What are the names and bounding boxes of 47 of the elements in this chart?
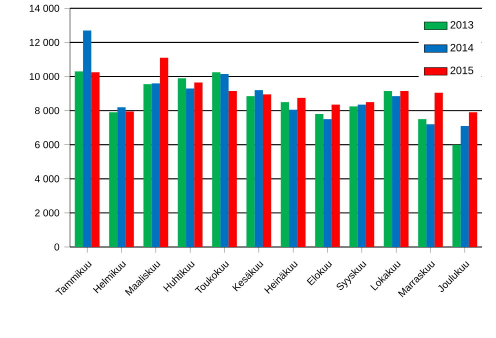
bar <box>91 72 100 247</box>
bar <box>117 107 126 247</box>
bar <box>434 92 443 247</box>
bar <box>366 102 374 247</box>
bar <box>126 111 134 247</box>
y-tick-label: 6 000 <box>35 141 60 148</box>
bar <box>109 112 118 247</box>
bar <box>143 84 152 247</box>
bar <box>262 94 272 247</box>
bar <box>384 91 392 247</box>
y-tick-label: 2 000 <box>35 209 60 216</box>
bar <box>280 102 290 247</box>
legend-label: 2015 <box>450 66 474 74</box>
bar <box>228 91 237 247</box>
bar <box>460 126 469 247</box>
bar <box>323 119 332 247</box>
bar <box>160 58 168 247</box>
bar <box>349 106 358 247</box>
legend-label: 2014 <box>450 44 474 52</box>
bar <box>246 96 255 247</box>
y-tick-label: 8 000 <box>35 107 60 114</box>
y-tick-label: 4 000 <box>34 175 60 182</box>
bar <box>426 124 435 247</box>
y-tick-label: 12 000 <box>30 38 60 46</box>
bar <box>392 96 400 247</box>
bar <box>83 30 92 247</box>
bar <box>332 104 340 247</box>
bar <box>418 119 426 247</box>
bar <box>186 88 194 247</box>
bar <box>452 144 461 247</box>
bar <box>254 90 263 247</box>
bar <box>400 91 409 247</box>
y-tick-label: 10 000 <box>30 72 60 80</box>
y-tick-label: 0 <box>54 243 60 251</box>
y-tick-label: 14 000 <box>30 4 60 12</box>
bar <box>152 83 160 247</box>
bar <box>178 78 186 247</box>
legend-label: 2013 <box>450 21 474 29</box>
bar <box>289 110 298 247</box>
bar <box>297 98 306 247</box>
bar <box>194 82 203 247</box>
bar <box>212 72 220 247</box>
bar <box>358 104 366 247</box>
bar <box>74 71 84 247</box>
bar <box>315 114 324 247</box>
bar <box>220 74 229 247</box>
bar <box>468 112 478 247</box>
